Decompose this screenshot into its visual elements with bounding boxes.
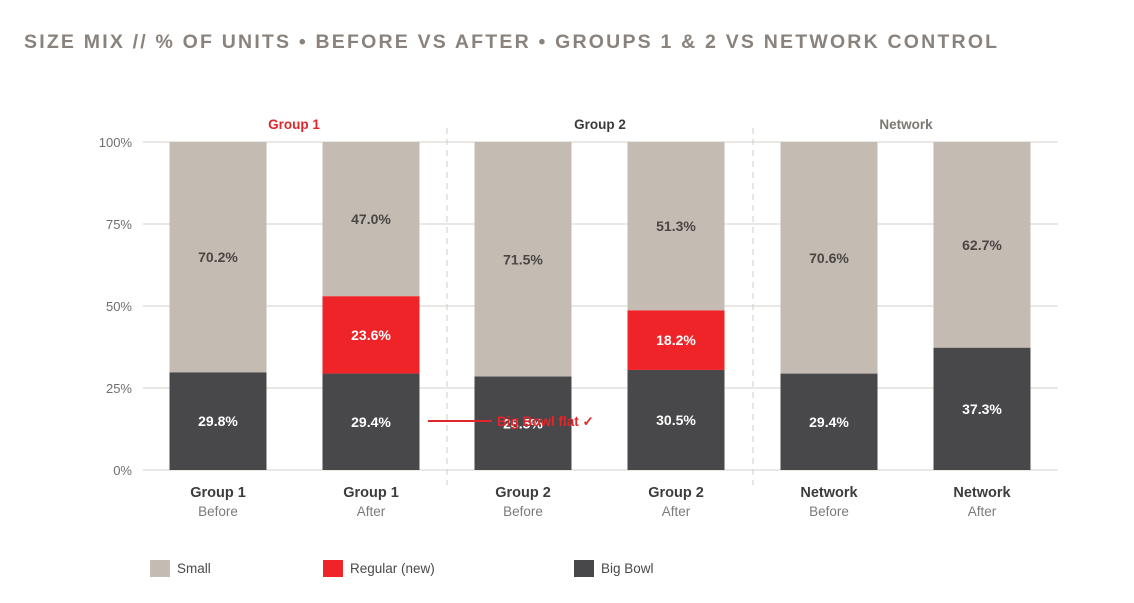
data-label: 30.5% (656, 412, 696, 428)
x-tick-label: Network (800, 485, 858, 501)
legend-item-small: Small (150, 558, 211, 578)
x-tick-sublabel: Before (198, 504, 238, 519)
group-separators (446, 128, 754, 485)
bar-segment-small (780, 142, 878, 374)
legend-label: Small (177, 560, 211, 576)
data-label: 29.8% (198, 413, 238, 429)
data-label: 29.4% (351, 414, 391, 430)
bar-segment-small (169, 142, 267, 373)
group-header: Group 1 (268, 117, 320, 132)
gridlines (143, 141, 1058, 471)
data-labels: 29.8% 70.2% 29.4% 23.6% 47.0% 28.5% 71.5% 30.5%… (198, 211, 1002, 431)
data-label: 51.3% (656, 218, 696, 234)
y-tick-label: 25% (106, 381, 132, 396)
data-label: 28.5% (503, 415, 543, 431)
legend-swatch (323, 559, 343, 577)
x-tick-sublabel: After (357, 504, 386, 519)
bar-segment-big-bowl (933, 347, 1031, 470)
y-tick-label: 0% (113, 463, 132, 478)
data-label: 37.3% (962, 401, 1002, 417)
annotation: Big Bowl flat ✓ (428, 414, 594, 429)
bar-segment-small (933, 142, 1031, 348)
bar-segment-big-bowl (322, 373, 420, 470)
y-tick-label: 50% (106, 299, 132, 314)
x-tick-sublabel: After (968, 504, 997, 519)
data-label: 47.0% (351, 211, 391, 227)
data-label: 23.6% (351, 327, 391, 343)
bar-segment-big-bowl (780, 373, 878, 470)
x-tick-label: Group 2 (648, 485, 704, 501)
y-tick-label: 100% (99, 135, 133, 150)
bar-segment-small (474, 142, 572, 377)
legend-item-big-bowl: Big Bowl (574, 558, 654, 578)
data-label: 70.2% (198, 249, 238, 265)
data-label: 70.6% (809, 250, 849, 266)
legend-swatch (150, 559, 170, 577)
annotation-text: Big Bowl flat ✓ (497, 414, 594, 429)
data-label: 62.7% (962, 237, 1002, 253)
data-label: 18.2% (656, 332, 696, 348)
legend-swatch (574, 559, 594, 577)
group-header: Network (879, 117, 933, 132)
x-tick-label: Group 2 (495, 485, 551, 501)
data-label: 29.4% (809, 414, 849, 430)
x-tick-label: Group 1 (343, 485, 399, 501)
x-tick-sublabel: Before (809, 504, 849, 519)
x-tick-sublabel: After (662, 504, 691, 519)
bar-segment-small (627, 142, 725, 311)
bar-segment-big-bowl (169, 372, 267, 470)
y-axis-tick-labels: 0% 25% 50% 75% 100% (99, 135, 133, 478)
bar-segment-big-bowl (474, 376, 572, 470)
bar-segment-regular (627, 310, 725, 370)
chart-title: SIZE MIX // % OF UNITS • BEFORE VS AFTER… (24, 31, 1000, 53)
x-tick-label: Group 1 (190, 485, 246, 501)
bar-segment-big-bowl (627, 369, 725, 470)
bar-segment-regular (322, 296, 420, 374)
x-axis-labels: Group 1 Before Group 1 After Group 2 Before Gr… (190, 485, 1011, 519)
data-label: 71.5% (503, 251, 543, 267)
bars (169, 142, 1031, 470)
y-tick-label: 75% (106, 217, 132, 232)
legend-item-regular: Regular (new) (323, 558, 435, 578)
group-header: Group 2 (574, 117, 626, 132)
legend-label: Regular (new) (350, 560, 435, 576)
x-tick-sublabel: Before (503, 504, 543, 519)
x-tick-label: Network (953, 485, 1011, 501)
group-headers: Group 1 Group 2 Network (268, 117, 933, 132)
bar-segment-small (322, 142, 420, 297)
legend-label: Big Bowl (601, 560, 654, 576)
